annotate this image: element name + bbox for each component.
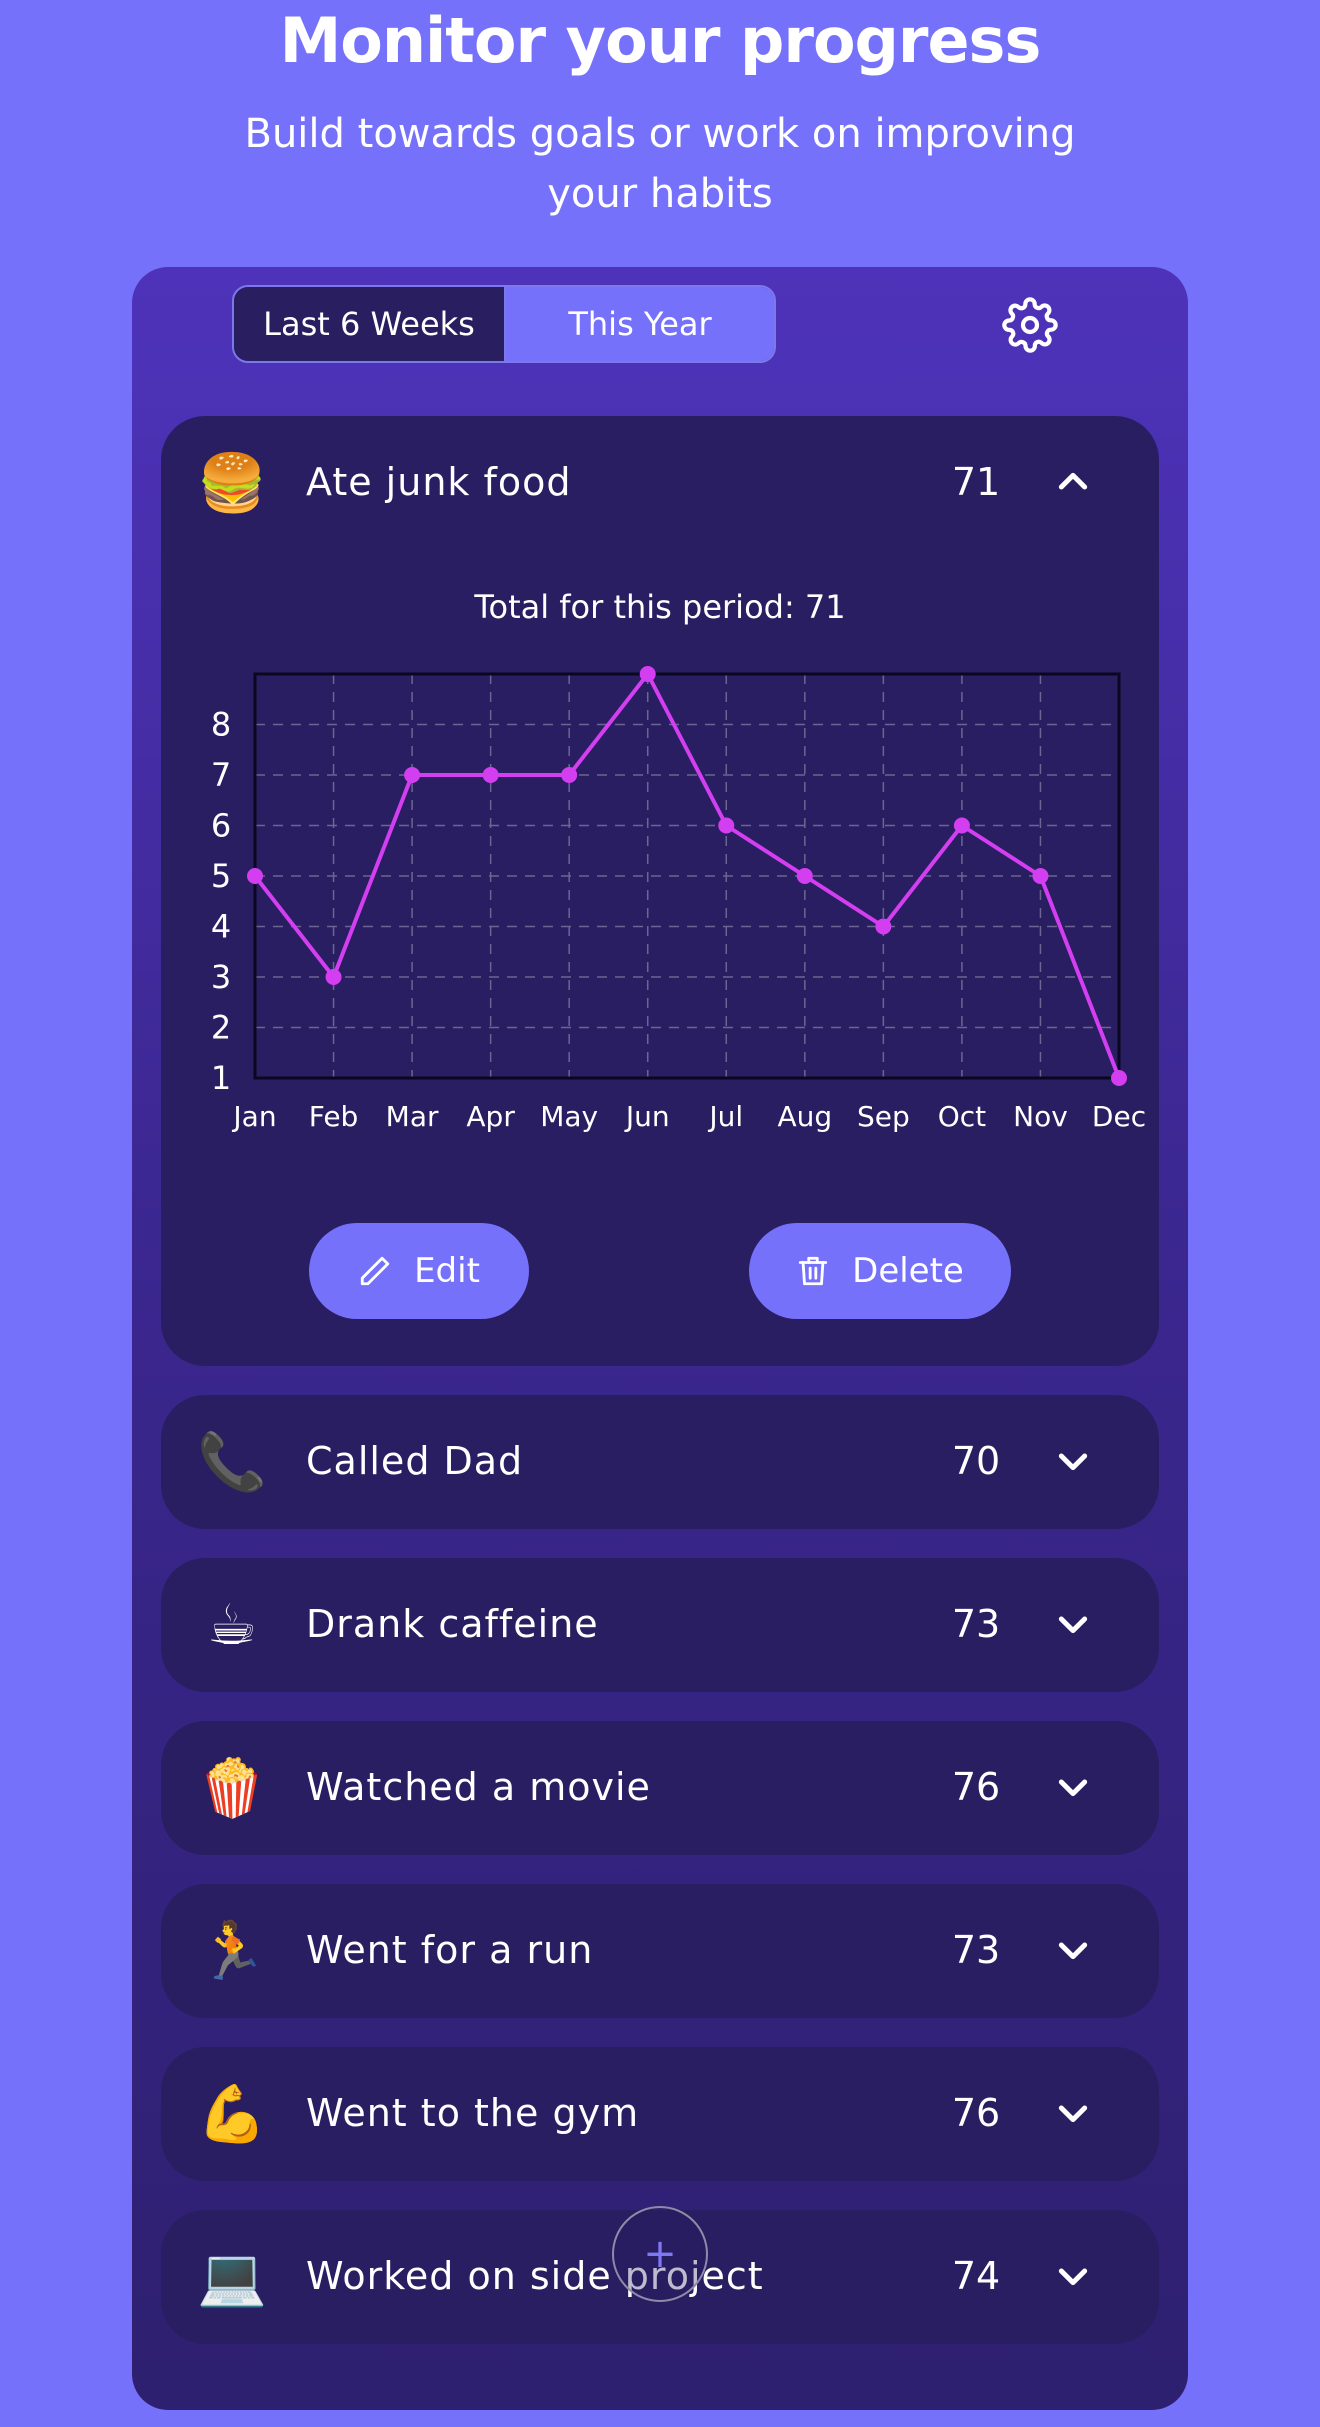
- trash-icon: [798, 1256, 828, 1286]
- data-point: [639, 666, 656, 682]
- habit-card-expanded: 🍔 Ate junk food 71 Total for this period…: [161, 416, 1159, 1366]
- x-tick-label: Jun: [624, 1100, 670, 1133]
- habit-card: 🍿 Watched a movie 76: [161, 1721, 1159, 1855]
- series-line: [253, 672, 1121, 1079]
- data-point: [247, 868, 263, 884]
- y-tick-label: 5: [211, 857, 231, 895]
- habit-label: Watched a movie: [306, 1765, 651, 1809]
- habit-count: 70: [951, 1439, 1001, 1483]
- habit-label: Ate junk food: [306, 460, 572, 504]
- x-tick-label: Oct: [938, 1100, 986, 1133]
- y-tick-label: 1: [211, 1059, 231, 1097]
- popcorn-icon: 🍿: [197, 1756, 267, 1821]
- period-toggle: Last 6 Weeks This Year: [232, 285, 776, 363]
- chevron-down-icon[interactable]: [1053, 2256, 1093, 2296]
- y-tick-label: 8: [211, 706, 231, 744]
- laptop-icon: 💻: [197, 2245, 267, 2310]
- x-tick-label: Apr: [466, 1100, 515, 1133]
- y-tick-label: 3: [211, 958, 231, 996]
- data-point: [325, 969, 342, 985]
- page-subtitle: Build towards goals or work on improving…: [244, 111, 1076, 217]
- data-point: [796, 868, 813, 884]
- x-tick-label: Jul: [707, 1100, 743, 1133]
- tab-this-year[interactable]: This Year: [506, 287, 774, 361]
- phone-icon: 📞: [197, 1430, 267, 1495]
- habit-label: Called Dad: [306, 1439, 524, 1483]
- chevron-down-icon[interactable]: [1053, 2093, 1093, 2133]
- page-title: Monitor your progress: [279, 4, 1042, 77]
- habit-count: 73: [951, 1928, 1001, 1972]
- y-tick-label: 4: [211, 908, 231, 946]
- delete-label: Delete: [852, 1251, 964, 1291]
- data-point: [1111, 1070, 1127, 1086]
- habit-row-watched-a-movie[interactable]: 🍿 Watched a movie 76: [161, 1721, 1159, 1855]
- y-tick-label: 2: [211, 1009, 231, 1047]
- habit-count: 71: [951, 460, 1001, 504]
- add-habit-button[interactable]: +: [612, 2206, 708, 2302]
- habit-label: Went for a run: [306, 1928, 594, 1972]
- runner-icon: 🏃: [197, 1919, 267, 1984]
- y-tick-label: 7: [211, 756, 231, 794]
- x-tick-label: Feb: [309, 1100, 359, 1133]
- chevron-down-icon[interactable]: [1053, 1604, 1093, 1644]
- habit-row-went-for-a-run[interactable]: 🏃 Went for a run 73: [161, 1884, 1159, 2018]
- habit-count: 74: [951, 2254, 1001, 2298]
- tab-last-6-weeks[interactable]: Last 6 Weeks: [234, 287, 506, 361]
- data-point: [875, 918, 892, 935]
- line-chart: 1 2 3 4 5 6 7 8 Jan Feb Mar Apr May Jun Jul Aug Sep Oct No…: [211, 666, 1146, 1133]
- period-total: Total for this period: 71: [474, 588, 846, 626]
- y-tick-label: 6: [211, 807, 231, 845]
- burger-icon: 🍔: [197, 451, 267, 516]
- chevron-up-icon[interactable]: [1053, 462, 1093, 502]
- chevron-down-icon[interactable]: [1053, 1767, 1093, 1807]
- habit-row-went-to-the-gym[interactable]: 💪 Went to the gym 76: [161, 2047, 1159, 2181]
- habit-label: Drank caffeine: [306, 1602, 599, 1646]
- data-point: [482, 767, 499, 783]
- gear-icon[interactable]: [1002, 297, 1058, 353]
- data-point: [1032, 868, 1049, 884]
- pencil-icon: [360, 1256, 390, 1286]
- x-tick-label: Jan: [231, 1100, 276, 1133]
- data-point: [718, 817, 735, 834]
- habit-count: 76: [951, 1765, 1001, 1809]
- x-tick-label: Dec: [1092, 1100, 1146, 1133]
- coffee-icon: ☕: [206, 1593, 258, 1658]
- x-tick-label: May: [540, 1100, 598, 1133]
- flexed-biceps-icon: 💪: [197, 2082, 267, 2147]
- habit-row-drank-caffeine[interactable]: ☕ Drank caffeine 73: [161, 1558, 1159, 1692]
- data-point: [404, 767, 421, 783]
- habit-card: 💪 Went to the gym 76: [161, 2047, 1159, 2181]
- habit-count: 76: [951, 2091, 1001, 2135]
- edit-label: Edit: [414, 1251, 480, 1291]
- x-tick-label: Aug: [777, 1100, 832, 1133]
- x-tick-label: Sep: [857, 1100, 910, 1133]
- data-point: [561, 767, 578, 783]
- habit-card: 🏃 Went for a run 73: [161, 1884, 1159, 2018]
- habit-count: 73: [951, 1602, 1001, 1646]
- habit-row-called-dad[interactable]: 📞 Called Dad 70: [161, 1395, 1159, 1529]
- x-tick-label: Nov: [1013, 1100, 1068, 1133]
- chevron-down-icon[interactable]: [1053, 1441, 1093, 1481]
- habit-card: ☕ Drank caffeine 73: [161, 1558, 1159, 1692]
- habit-card: 📞 Called Dad 70: [161, 1395, 1159, 1529]
- habit-row-ate-junk-food[interactable]: 🍔 Ate junk food 71: [161, 416, 1159, 550]
- delete-button[interactable]: Delete: [749, 1223, 1011, 1319]
- edit-button[interactable]: Edit: [309, 1223, 529, 1319]
- progress-panel: Last 6 Weeks This Year 🍔 Ate junk food 7…: [132, 267, 1188, 2410]
- x-tick-label: Mar: [386, 1100, 439, 1133]
- chevron-down-icon[interactable]: [1053, 1930, 1093, 1970]
- data-point: [953, 817, 970, 834]
- habit-label: Went to the gym: [306, 2091, 640, 2135]
